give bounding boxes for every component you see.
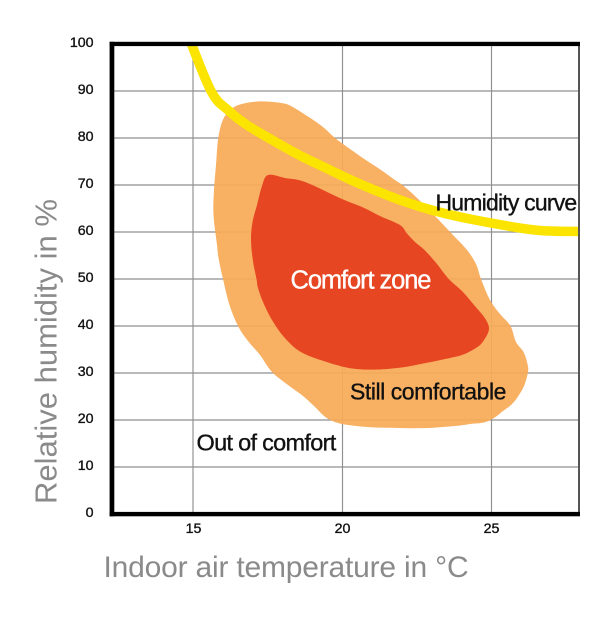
svg-text:20: 20 (78, 411, 94, 427)
svg-text:40: 40 (78, 317, 94, 333)
svg-text:0: 0 (86, 505, 94, 521)
svg-text:15: 15 (186, 521, 202, 537)
svg-text:100: 100 (70, 35, 94, 51)
svg-text:Comfort zone: Comfort zone (291, 267, 432, 295)
svg-text:Humidity curve: Humidity curve (436, 190, 577, 216)
svg-text:Out of comfort: Out of comfort (197, 430, 337, 456)
svg-text:80: 80 (78, 129, 94, 145)
svg-text:30: 30 (78, 364, 94, 380)
svg-text:90: 90 (78, 82, 94, 98)
svg-text:25: 25 (484, 521, 500, 537)
svg-text:Relative humidity in %: Relative humidity in % (29, 199, 64, 504)
svg-text:10: 10 (78, 458, 94, 474)
svg-text:Still comfortable: Still comfortable (350, 379, 506, 405)
svg-text:60: 60 (78, 223, 94, 239)
svg-text:20: 20 (335, 521, 351, 537)
svg-text:Indoor air temperature in °C: Indoor air temperature in °C (104, 551, 469, 584)
svg-text:70: 70 (78, 176, 94, 192)
svg-text:50: 50 (78, 270, 94, 286)
